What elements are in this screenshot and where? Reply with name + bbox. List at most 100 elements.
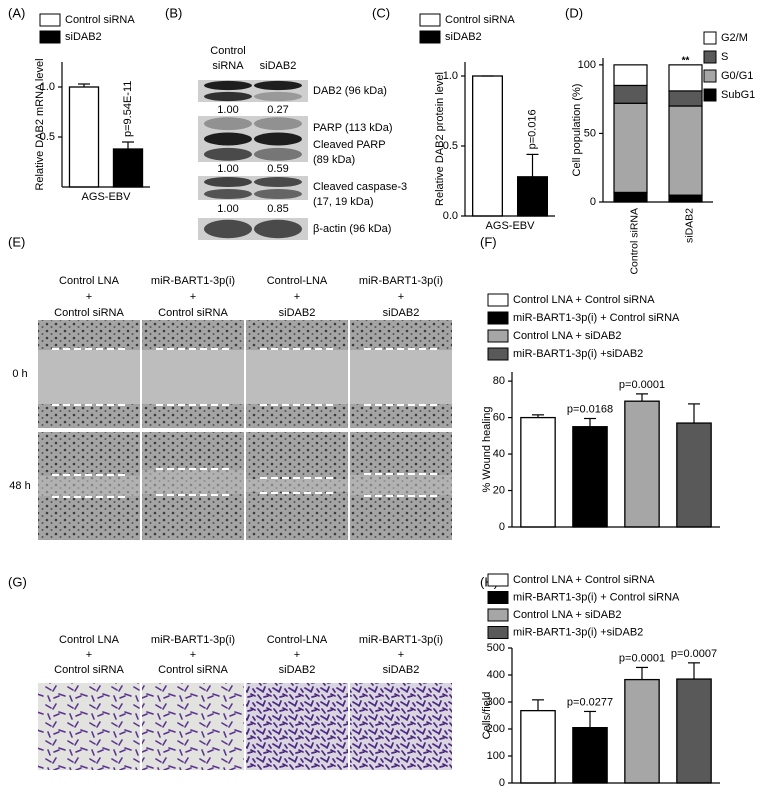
blot-band bbox=[204, 176, 252, 188]
wound-gap bbox=[142, 470, 244, 494]
error-bar bbox=[636, 666, 648, 680]
p-value: p=0.0007 bbox=[671, 648, 717, 660]
column-label: Control-LNA bbox=[267, 634, 328, 646]
error-bar bbox=[584, 710, 596, 728]
bar bbox=[471, 75, 503, 217]
y-tick-label: 300 bbox=[487, 696, 505, 708]
y-tick-label: 20 bbox=[493, 484, 505, 496]
legend-swatch bbox=[487, 347, 509, 361]
legend-swatch bbox=[419, 13, 441, 27]
error-bar bbox=[78, 83, 90, 87]
bar bbox=[520, 416, 556, 528]
legend-label: Control siRNA bbox=[65, 14, 135, 26]
lane-label: Control bbox=[210, 45, 245, 57]
column-label: siDAB2 bbox=[383, 664, 420, 676]
band-label: Cleaved PARP bbox=[313, 139, 386, 151]
y-tick-label: 0.5 bbox=[40, 131, 55, 143]
panel-label: (G) bbox=[8, 574, 27, 589]
column-label: siDAB2 bbox=[383, 307, 420, 319]
y-tick-label: 200 bbox=[487, 723, 505, 735]
y-tick-label: 60 bbox=[493, 411, 505, 423]
legend-swatch bbox=[703, 88, 717, 102]
legend-label: G2/M bbox=[721, 32, 748, 44]
y-tick-label: 0 bbox=[499, 777, 505, 789]
p-value: p=0.0001 bbox=[619, 379, 665, 391]
legend-label: Control LNA + Control siRNA bbox=[513, 574, 655, 586]
y-tick-label: 1.0 bbox=[40, 81, 55, 93]
blot-band bbox=[254, 132, 302, 146]
bar-segment bbox=[668, 105, 703, 196]
blot-band bbox=[204, 219, 252, 239]
y-tick-label: 40 bbox=[493, 448, 505, 460]
error-bar bbox=[122, 141, 134, 149]
legend-label: Control LNA + Control siRNA bbox=[513, 294, 655, 306]
significance: ** bbox=[682, 55, 690, 66]
error-bar bbox=[636, 393, 648, 402]
y-axis-label: % Wound healing bbox=[481, 406, 493, 492]
legend-swatch bbox=[487, 591, 509, 604]
y-tick-label: 1.0 bbox=[443, 70, 458, 82]
x-tick-label: Control siRNA bbox=[628, 208, 640, 275]
panel-label: (E) bbox=[8, 234, 25, 249]
legend-label: siDAB2 bbox=[445, 31, 482, 43]
band-ratio: 1.00 bbox=[217, 104, 238, 116]
error-bar bbox=[526, 153, 539, 177]
p-value: p=0.0001 bbox=[619, 652, 665, 664]
y-tick-label: 50 bbox=[584, 127, 596, 139]
column-label: Control siRNA bbox=[54, 307, 124, 319]
legend-swatch bbox=[703, 50, 717, 64]
x-tick-label: siDAB2 bbox=[683, 208, 695, 243]
column-label: Control LNA bbox=[59, 634, 120, 646]
column-label: + bbox=[294, 649, 300, 661]
x-tick-label: AGS-EBV bbox=[486, 220, 536, 232]
bar-segment bbox=[668, 90, 703, 107]
legend-swatch bbox=[487, 329, 509, 343]
column-label: siDAB2 bbox=[279, 307, 316, 319]
invasion-image bbox=[142, 683, 244, 770]
bar bbox=[68, 86, 100, 188]
bar-segment bbox=[613, 102, 648, 194]
blot-band bbox=[204, 147, 252, 161]
lane-label: siRNA bbox=[212, 60, 244, 72]
legend-label: siDAB2 bbox=[65, 31, 102, 43]
column-label: Control siRNA bbox=[54, 664, 124, 676]
legend-label: S bbox=[721, 51, 728, 63]
wound-gap bbox=[246, 350, 348, 404]
y-axis-label: Relative DAB2 protein level bbox=[434, 72, 446, 206]
column-label: miR-BART1-3p(i) bbox=[151, 275, 235, 287]
blot-band bbox=[254, 219, 302, 239]
panel-label: (A) bbox=[8, 5, 25, 20]
y-tick-label: 0 bbox=[499, 521, 505, 533]
y-tick-label: 100 bbox=[578, 59, 596, 71]
blot-band bbox=[254, 80, 302, 91]
wound-gap bbox=[38, 350, 140, 404]
p-value: p=9.54E-11 bbox=[122, 81, 134, 137]
legend-swatch bbox=[703, 31, 717, 45]
wound-gap bbox=[350, 350, 452, 404]
column-label: + bbox=[398, 649, 404, 661]
legend-label: miR-BART1-3p(i) + Control siRNA bbox=[513, 312, 680, 324]
panel-label: (B) bbox=[165, 5, 182, 20]
panel-label: (D) bbox=[565, 5, 583, 20]
column-label: + bbox=[190, 291, 196, 303]
bar bbox=[517, 176, 549, 217]
panel-label: (C) bbox=[372, 5, 390, 20]
invasion-image bbox=[246, 683, 348, 770]
blot-band bbox=[204, 117, 252, 131]
column-label: + bbox=[398, 291, 404, 303]
legend-swatch bbox=[487, 608, 509, 622]
legend-swatch bbox=[419, 30, 441, 44]
error-bar bbox=[584, 417, 596, 427]
legend-swatch bbox=[487, 573, 509, 587]
band-ratio: 0.85 bbox=[267, 203, 288, 215]
y-tick-label: 100 bbox=[487, 750, 505, 762]
legend-label: miR-BART1-3p(i) + Control siRNA bbox=[513, 591, 680, 603]
legend-swatch bbox=[39, 30, 61, 44]
legend-label: G0/G1 bbox=[721, 70, 753, 82]
band-label: β-actin (96 kDa) bbox=[313, 223, 391, 235]
row-label: 0 h bbox=[12, 368, 27, 380]
y-axis-label: Cell population (%) bbox=[571, 84, 583, 177]
y-tick-label: 500 bbox=[487, 642, 505, 654]
p-value: p=0.016 bbox=[526, 109, 538, 149]
